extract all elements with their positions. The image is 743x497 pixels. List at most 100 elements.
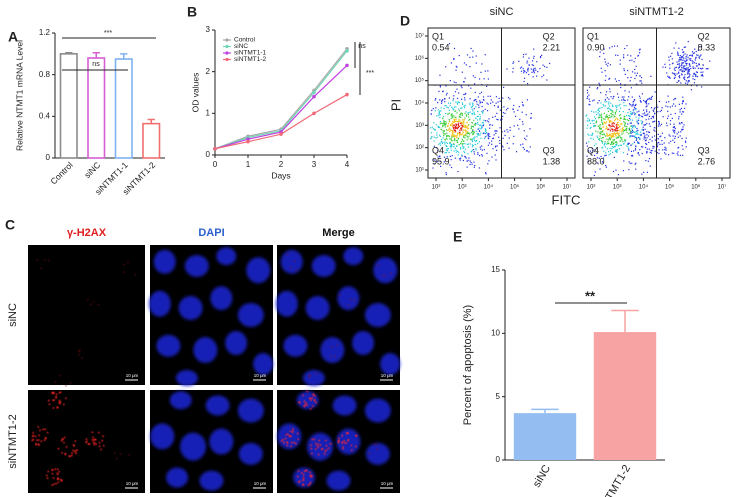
event-dot <box>615 124 617 126</box>
event-dot <box>662 116 664 118</box>
event-dot <box>611 143 613 145</box>
event-dot <box>595 130 597 132</box>
event-dot <box>646 131 648 133</box>
event-dot <box>684 69 686 71</box>
event-dot <box>478 106 480 108</box>
event-dot <box>472 50 474 52</box>
event-dot <box>674 76 676 79</box>
event-dot <box>623 118 625 121</box>
y-tick-label: 2 <box>206 67 211 76</box>
event-dot <box>701 58 703 61</box>
event-dot <box>683 124 685 126</box>
event-dot <box>623 160 625 162</box>
event-dot <box>601 161 604 163</box>
event-dot <box>438 114 440 117</box>
event-dot <box>646 110 648 113</box>
event-dot <box>700 46 703 48</box>
event-dot <box>445 152 448 154</box>
event-dot <box>623 121 625 123</box>
event-dot <box>493 105 496 107</box>
foci <box>317 453 320 456</box>
foci <box>311 405 314 408</box>
event-dot <box>498 136 500 138</box>
event-dot <box>496 130 498 132</box>
event-dot <box>442 99 444 101</box>
event-dot <box>646 152 648 154</box>
event-dot <box>613 138 616 141</box>
foci <box>60 439 63 442</box>
event-dot <box>478 127 480 130</box>
foci <box>381 274 384 277</box>
event-dot <box>654 91 656 93</box>
event-dot <box>598 100 600 102</box>
event-dot <box>514 115 517 117</box>
event-dot <box>618 110 621 113</box>
event-dot <box>615 110 617 112</box>
foci <box>95 443 98 446</box>
event-dot <box>631 96 633 98</box>
x-axis-title: Days <box>271 170 290 180</box>
foci <box>286 441 289 444</box>
event-dot <box>635 136 637 139</box>
event-dot <box>455 116 457 118</box>
event-dot <box>615 128 617 130</box>
foci <box>37 439 40 442</box>
foci <box>54 380 57 383</box>
event-dot <box>617 96 620 98</box>
event-dot <box>660 123 663 125</box>
event-dot <box>694 78 696 81</box>
event-dot <box>634 77 636 80</box>
event-dot <box>467 127 469 129</box>
event-dot <box>637 133 639 135</box>
event-dot <box>601 140 603 142</box>
event-dot <box>460 141 462 143</box>
foci <box>292 429 294 432</box>
event-dot <box>439 126 441 128</box>
event-dot <box>676 133 678 135</box>
event-dot <box>452 143 454 145</box>
event-dot <box>446 106 448 108</box>
event-dot <box>438 90 440 93</box>
event-dot <box>629 59 631 62</box>
event-dot <box>618 132 620 135</box>
y-tick-label: 10⁵ <box>415 77 425 84</box>
foci <box>98 441 101 444</box>
event-dot <box>479 113 481 116</box>
foci <box>308 397 311 400</box>
event-dot <box>450 129 453 131</box>
event-dot <box>639 80 641 82</box>
event-dot <box>478 167 481 169</box>
foci <box>119 453 122 455</box>
event-dot <box>502 86 505 88</box>
event-dot <box>635 162 637 164</box>
event-dot <box>674 135 676 137</box>
event-dot <box>624 129 626 131</box>
event-dot <box>585 115 587 117</box>
event-dot <box>635 65 637 67</box>
event-dot <box>626 45 628 47</box>
event-dot <box>603 52 605 55</box>
event-dot <box>685 68 687 70</box>
event-dot <box>474 91 476 94</box>
event-dot <box>612 111 614 113</box>
event-dot <box>641 129 643 131</box>
event-dot <box>673 68 675 70</box>
event-dot <box>521 111 523 113</box>
event-dot <box>613 116 615 118</box>
image <box>31 391 130 487</box>
event-dot <box>513 61 515 63</box>
event-dot <box>610 142 613 144</box>
event-dot <box>455 125 457 127</box>
event-dot <box>464 124 467 127</box>
event-dot <box>591 134 593 136</box>
event-dot <box>491 124 493 126</box>
event-dot <box>656 146 658 148</box>
event-dot <box>468 157 470 159</box>
event-dot <box>477 142 479 145</box>
event-dot <box>682 54 685 56</box>
event-dot <box>610 136 613 139</box>
y-tick-label: 10⁴ <box>415 100 425 107</box>
event-dot <box>466 125 468 128</box>
foci <box>31 439 34 442</box>
event-dot <box>454 135 456 137</box>
